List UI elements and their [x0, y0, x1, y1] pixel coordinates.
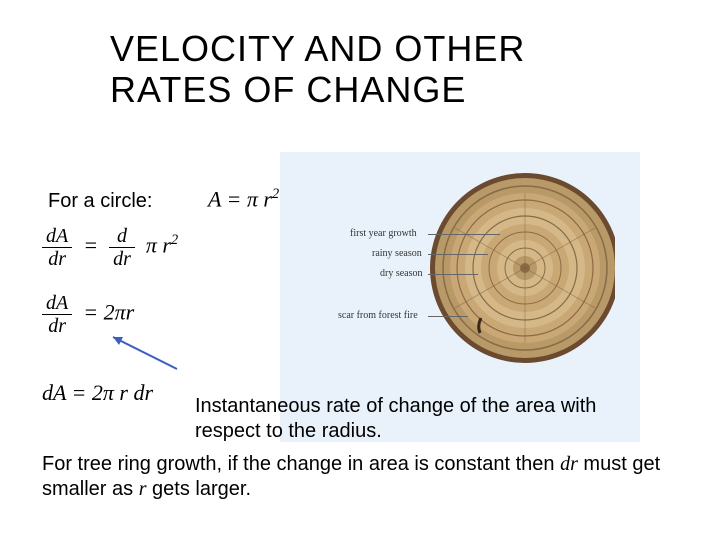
label-line: [428, 234, 500, 235]
ring-label-rainy: rainy season: [372, 248, 422, 259]
instantaneous-text: Instantaneous rate of change of the area…: [195, 394, 665, 444]
tree-ring-diagram: [395, 158, 615, 378]
label-line: [428, 274, 478, 275]
label-line: [428, 316, 468, 317]
equation-3: dA = 2π r dr: [42, 380, 153, 406]
for-circle-label: For a circle:: [48, 190, 152, 213]
ring-label-first-year: first year growth: [350, 228, 417, 239]
equation-2: dAdr = 2πr: [42, 292, 134, 337]
bottom-explanation: For tree ring growth, if the change in a…: [42, 452, 682, 502]
arrow-icon: [105, 333, 185, 373]
area-formula: A = π r2: [208, 186, 279, 212]
ring-label-scar: scar from forest fire: [338, 310, 418, 321]
ring-label-dry: dry season: [380, 268, 423, 279]
page-title: VELOCITY AND OTHER RATES OF CHANGE: [110, 28, 630, 111]
title-line-1: VELOCITY AND OTHER: [110, 28, 525, 69]
title-line-2: RATES OF CHANGE: [110, 69, 466, 110]
label-line: [428, 254, 488, 255]
equation-1: dAdr = ddr π r2: [42, 225, 178, 270]
bottom-text-r: r: [139, 478, 147, 500]
bottom-text-part-1: For tree ring growth, if the change in a…: [42, 453, 560, 475]
bottom-text-part-3: gets larger.: [147, 478, 252, 500]
bottom-text-dr: dr: [560, 453, 578, 475]
